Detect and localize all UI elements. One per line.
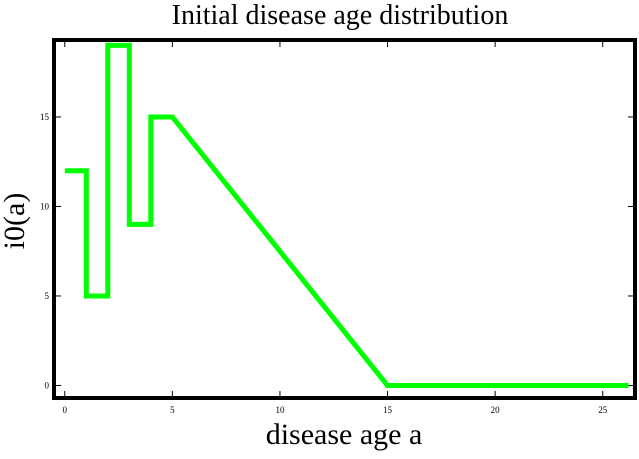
ticks-layer: 0 5 10 15 20 25 0 5 10 15 <box>40 40 635 415</box>
x-tick-label: 15 <box>383 405 393 415</box>
x-tick-label: 25 <box>598 405 608 415</box>
y-tick-label: 10 <box>40 201 50 211</box>
plot-frame <box>52 38 637 400</box>
x-axis-label: disease age a <box>266 418 423 451</box>
chart-title: Initial disease age distribution <box>172 0 509 31</box>
x-tick-label: 20 <box>491 405 501 415</box>
x-tick-label: 0 <box>63 405 68 415</box>
series-layer <box>64 42 629 388</box>
y-tick-label: 5 <box>45 291 50 301</box>
y-tick-label: 15 <box>40 112 50 122</box>
y-tick-label: 0 <box>45 380 50 390</box>
x-tick-label: 5 <box>170 405 175 415</box>
series-line-0 <box>64 42 629 388</box>
x-tick-label: 10 <box>275 405 285 415</box>
y-axis-label: i0(a) <box>0 193 31 250</box>
